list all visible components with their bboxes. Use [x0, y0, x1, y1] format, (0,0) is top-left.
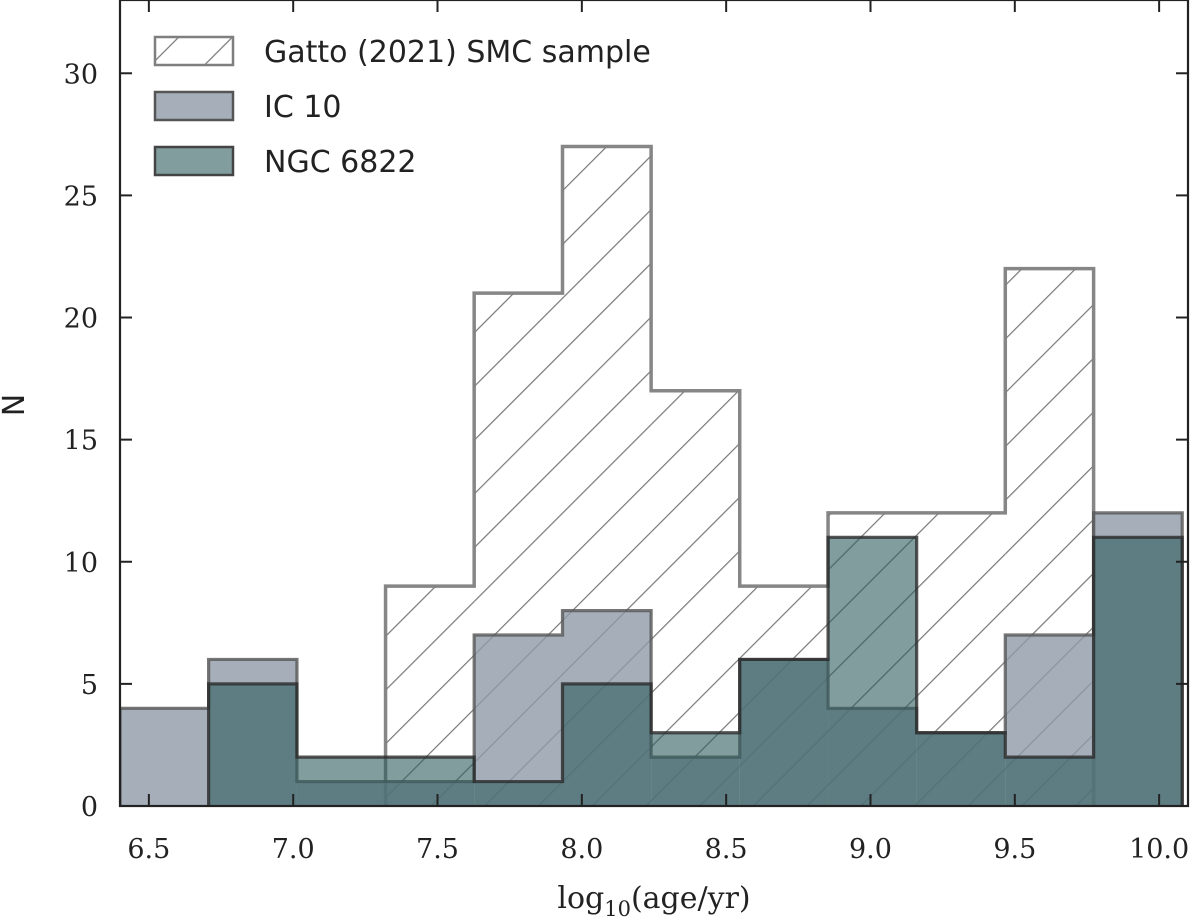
- x-tick-label: 10.0: [1129, 834, 1189, 865]
- legend: Gatto (2021) SMC sample IC 10 NGC 6822: [153, 35, 651, 180]
- x-tick-label: 8.0: [560, 834, 603, 865]
- series-ngc6822: [207, 535, 1184, 806]
- legend-label-ic10: IC 10: [264, 90, 342, 125]
- x-tick-label: 9.0: [849, 834, 892, 865]
- legend-label-ngc6822: NGC 6822: [264, 145, 417, 180]
- bar-ngc6822-3: [385, 757, 475, 806]
- legend-item-ngc6822: NGC 6822: [153, 145, 417, 180]
- y-tick-label: 15: [64, 426, 98, 457]
- legend-item-ic10: IC 10: [153, 90, 342, 125]
- legend-swatch-ngc6822: [153, 145, 235, 177]
- y-tick-label: 10: [64, 548, 98, 579]
- bar-ngc6822-10: [1005, 757, 1094, 806]
- legend-swatch-gatto: [153, 35, 235, 67]
- outline-gatto: [383, 144, 1096, 806]
- y-tick-label: 20: [64, 304, 98, 335]
- legend-label-gatto: Gatto (2021) SMC sample: [264, 35, 651, 70]
- y-tick-label: 30: [64, 59, 98, 90]
- bar-ngc6822-6: [651, 732, 740, 806]
- bars-layer: [120, 144, 1184, 806]
- bar-ngc6822-9: [916, 732, 1006, 806]
- x-axis-label-subscript: 10: [604, 897, 631, 921]
- y-tick-label: 5: [81, 670, 98, 701]
- bar-ic10-0: [120, 708, 209, 806]
- y-tick-label: 0: [81, 792, 98, 823]
- outline-ngc6822: [207, 535, 1184, 806]
- x-tick-label: 9.5: [993, 834, 1036, 865]
- plot-frame: [118, 0, 1190, 808]
- legend-swatch-ic10: [153, 90, 235, 122]
- bar-ngc6822-4: [474, 781, 563, 806]
- y-tick-label: 25: [64, 181, 98, 212]
- x-tick-label: 8.5: [705, 834, 748, 865]
- bar-ngc6822-2: [296, 757, 386, 806]
- bar-ngc6822-1: [208, 683, 297, 806]
- bar-ngc6822-5: [562, 683, 652, 806]
- bar-ngc6822-8: [828, 537, 917, 806]
- x-axis-label: log10(age/yr): [557, 881, 750, 921]
- y-axis-label: N: [0, 394, 32, 416]
- bar-ngc6822-11: [1093, 537, 1183, 806]
- x-tick-label: 7.5: [416, 834, 459, 865]
- bar-ngc6822-7: [739, 659, 829, 806]
- x-tick-label: 6.5: [127, 834, 170, 865]
- bar-ic10-4: [474, 635, 563, 806]
- x-axis-label-rest: (age/yr): [631, 881, 751, 916]
- legend-item-gatto: Gatto (2021) SMC sample: [153, 35, 651, 70]
- x-tick-label: 7.0: [272, 834, 315, 865]
